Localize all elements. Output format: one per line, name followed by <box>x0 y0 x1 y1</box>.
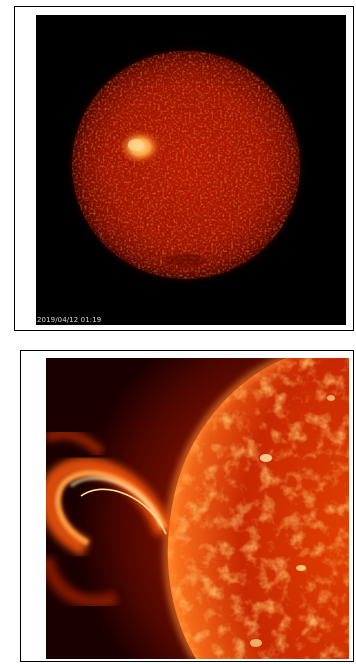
solar-disk-panel: 2019/04/12 01:19 <box>14 6 354 331</box>
image-timestamp: 2019/04/12 01:19 <box>37 316 102 324</box>
sun-full-disk <box>36 15 346 325</box>
prominence-loop <box>46 429 173 609</box>
solar-prominence-panel <box>20 350 354 662</box>
solar-prominence-image <box>46 358 349 659</box>
solar-disk-image: 2019/04/12 01:19 <box>36 15 346 325</box>
sun-prominence-closeup <box>46 358 349 659</box>
